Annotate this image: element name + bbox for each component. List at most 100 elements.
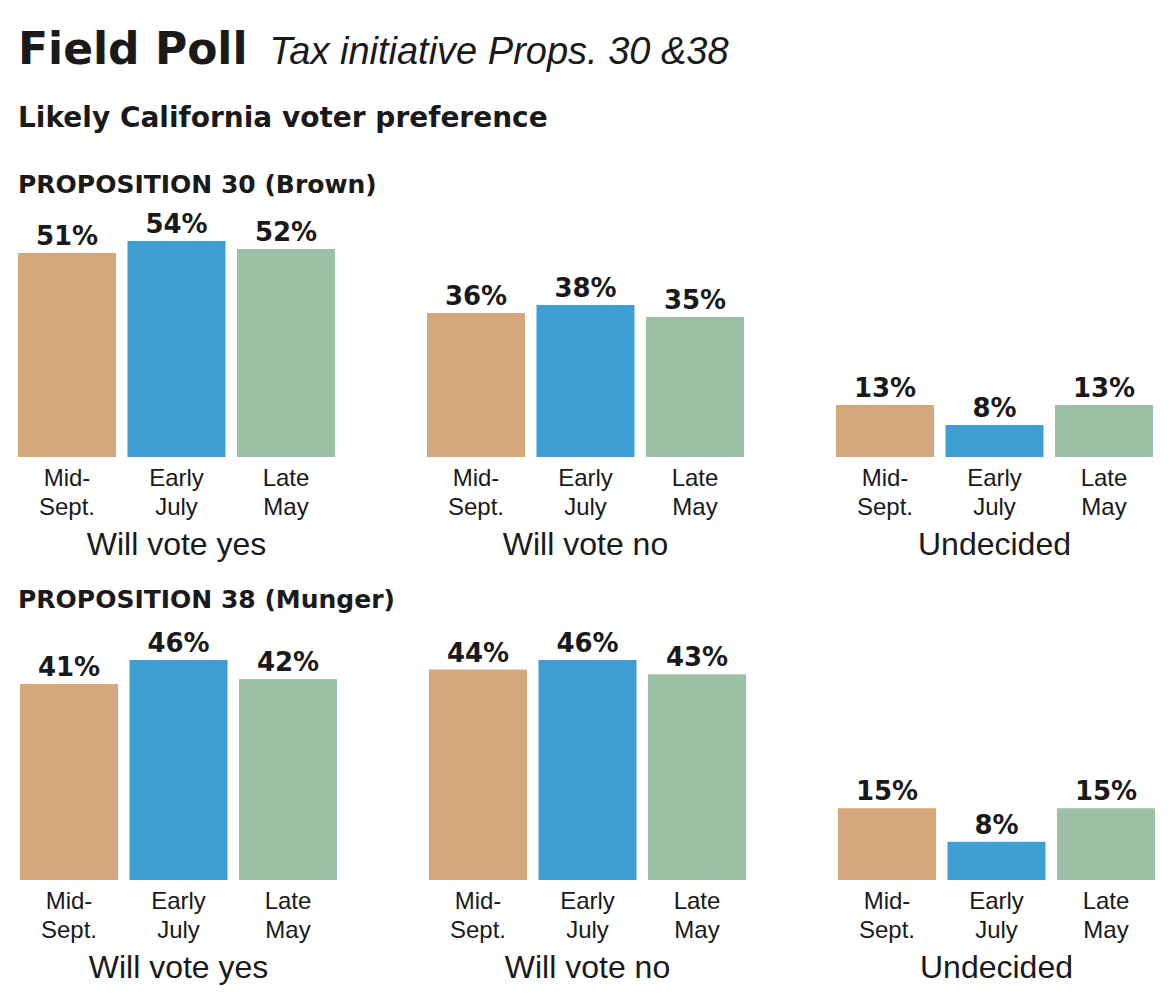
series-label-line: Late <box>1083 887 1130 914</box>
series-label-line: Sept. <box>39 493 95 520</box>
data-label: 8% <box>974 810 1018 840</box>
bar <box>948 842 1046 880</box>
data-label: 15% <box>1075 776 1137 806</box>
category-label: Undecided <box>920 949 1073 985</box>
subtitle: Tax initiative Props. 30 &38 <box>270 30 729 72</box>
data-label: 43% <box>666 642 728 672</box>
bars <box>20 660 1155 880</box>
bar <box>130 660 228 880</box>
bar <box>648 674 746 880</box>
data-label: 41% <box>38 652 100 682</box>
series-label-line: Late <box>1081 464 1128 491</box>
bars <box>18 241 1153 457</box>
series-label-line: May <box>672 493 717 520</box>
series-label-line: July <box>564 493 607 520</box>
series-label: LateMay <box>674 887 721 943</box>
series-label-line: July <box>973 493 1016 520</box>
bar <box>429 670 527 880</box>
bar <box>946 425 1044 457</box>
series-label: Mid-Sept. <box>39 464 95 520</box>
series-label-line: May <box>265 916 310 943</box>
series-label-line: Early <box>151 887 206 914</box>
category-label: Will vote yes <box>87 526 267 562</box>
series-label-line: Sept. <box>857 493 913 520</box>
series-label: LateMay <box>1081 464 1128 520</box>
data-label: 54% <box>145 209 207 239</box>
data-label: 8% <box>972 393 1016 423</box>
root: Field Poll Tax initiative Props. 30 &38 Li… <box>0 0 1176 1000</box>
title: Field Poll <box>18 23 248 74</box>
bar <box>836 405 934 457</box>
category-label: Will vote no <box>503 526 668 562</box>
series-label: Mid-Sept. <box>859 887 915 943</box>
bar <box>1055 405 1153 457</box>
bar <box>646 317 744 457</box>
data-label: 36% <box>445 281 507 311</box>
series-label: Mid-Sept. <box>41 887 97 943</box>
bar <box>237 249 335 457</box>
series-label-line: Early <box>967 464 1022 491</box>
category-label: Will vote yes <box>89 949 269 985</box>
bar <box>539 660 637 880</box>
data-label: 52% <box>255 217 317 247</box>
series-label-line: May <box>1081 493 1126 520</box>
category-label: Undecided <box>918 526 1071 562</box>
series-label-line: Mid- <box>455 887 502 914</box>
series-label: LateMay <box>672 464 719 520</box>
series-label: LateMay <box>263 464 310 520</box>
series-label: Mid-Sept. <box>857 464 913 520</box>
bar <box>838 808 936 880</box>
series-label: EarlyJuly <box>967 464 1022 520</box>
bar <box>128 241 226 457</box>
series-label-line: Mid- <box>46 887 93 914</box>
series-label: EarlyJuly <box>151 887 206 943</box>
series-label-line: Late <box>265 887 312 914</box>
chart: PROPOSITION 30 (Brown)51%Mid-Sept.54%Ear… <box>18 170 1153 562</box>
series-label: Mid-Sept. <box>450 887 506 943</box>
series-label-line: Early <box>558 464 613 491</box>
data-label: 13% <box>1073 373 1135 403</box>
series-label-line: Early <box>969 887 1024 914</box>
series-label-line: May <box>1083 916 1128 943</box>
series-label-line: Early <box>149 464 204 491</box>
data-label: 51% <box>36 221 98 251</box>
labels: 41%Mid-Sept.46%EarlyJuly42%LateMayWill v… <box>38 628 1137 985</box>
series-label-line: Late <box>674 887 721 914</box>
series-label: EarlyJuly <box>560 887 615 943</box>
series-label: LateMay <box>1083 887 1130 943</box>
series-label-line: Mid- <box>44 464 91 491</box>
series-label: Mid-Sept. <box>448 464 504 520</box>
series-label: LateMay <box>265 887 312 943</box>
series-label-line: May <box>674 916 719 943</box>
series-label-line: Sept. <box>859 916 915 943</box>
chart: PROPOSITION 38 (Munger)41%Mid-Sept.46%Ea… <box>18 585 1155 985</box>
data-label: 46% <box>556 628 618 658</box>
series-label-line: Mid- <box>453 464 500 491</box>
data-label: 46% <box>147 628 209 658</box>
series-label-line: July <box>975 916 1018 943</box>
series-label: EarlyJuly <box>558 464 613 520</box>
data-label: 42% <box>257 647 319 677</box>
data-label: 38% <box>554 273 616 303</box>
description: Likely California voter preference <box>18 101 548 134</box>
data-label: 35% <box>664 285 726 315</box>
data-label: 15% <box>856 776 918 806</box>
chart-title: PROPOSITION 30 (Brown) <box>18 170 377 199</box>
series-label-line: July <box>566 916 609 943</box>
bar <box>18 253 116 457</box>
series-label-line: July <box>155 493 198 520</box>
series-label-line: May <box>263 493 308 520</box>
series-label-line: July <box>157 916 200 943</box>
series-label-line: Late <box>672 464 719 491</box>
bar <box>537 305 635 457</box>
bar <box>427 313 525 457</box>
series-label-line: Mid- <box>862 464 909 491</box>
series-label: EarlyJuly <box>149 464 204 520</box>
category-label: Will vote no <box>505 949 670 985</box>
chart-title: PROPOSITION 38 (Munger) <box>18 585 395 614</box>
series-label-line: Sept. <box>450 916 506 943</box>
bar <box>1057 808 1155 880</box>
data-label: 44% <box>447 638 509 668</box>
bar <box>20 684 118 880</box>
chart-svg: Field Poll Tax initiative Props. 30 &38 Li… <box>0 0 1176 1000</box>
